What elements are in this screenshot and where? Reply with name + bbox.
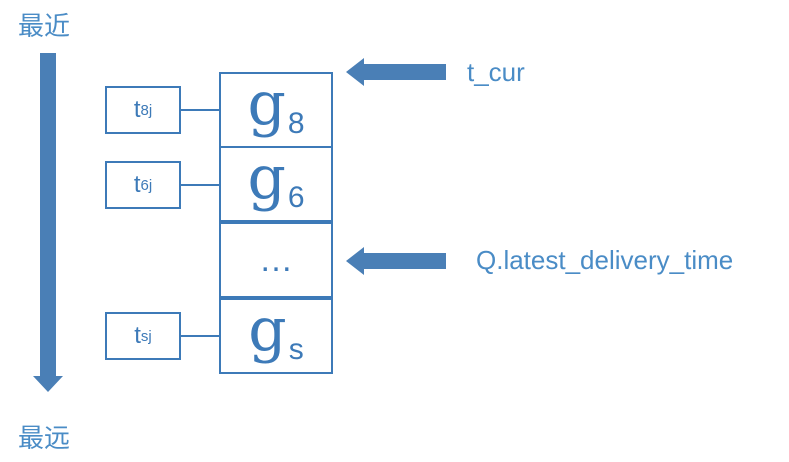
cell-sub: 6 [287, 181, 305, 214]
cell-main: g [247, 69, 286, 139]
cell-main: g [247, 143, 286, 213]
stack-cell-ellipsis: … [219, 222, 333, 298]
label-most-distant: 最远 [18, 424, 71, 454]
tag-main: t [133, 171, 141, 198]
cell-main: g [248, 295, 287, 365]
pointer-arrow-shaft-cur [362, 64, 446, 80]
pointer-arrow-shaft-latest [362, 253, 446, 269]
tag-t6j: t 6j [105, 161, 181, 209]
tag-main: t [134, 322, 141, 349]
tag-main: t [133, 96, 141, 123]
pointer-arrow-head-cur [346, 58, 364, 86]
pointer-label-latest-delivery-time: Q.latest_delivery_time [476, 245, 734, 275]
cell-ellipsis: … [259, 240, 293, 279]
pointer-arrow-head-latest [346, 247, 364, 275]
tag-sub: 6j [140, 176, 153, 194]
tag-t8j: t 8j [105, 86, 181, 134]
tag-tsj: t sj [105, 312, 181, 360]
cell-sub: s [288, 333, 304, 366]
tag-sub: 8j [140, 101, 153, 119]
pointer-label-t-cur: t_cur [467, 57, 525, 87]
label-most-recent: 最近 [18, 12, 71, 42]
direction-arrow-shaft [40, 53, 56, 378]
tag-sub: sj [140, 327, 152, 345]
cell-sub: 8 [287, 107, 305, 140]
direction-arrow-head [33, 376, 63, 392]
